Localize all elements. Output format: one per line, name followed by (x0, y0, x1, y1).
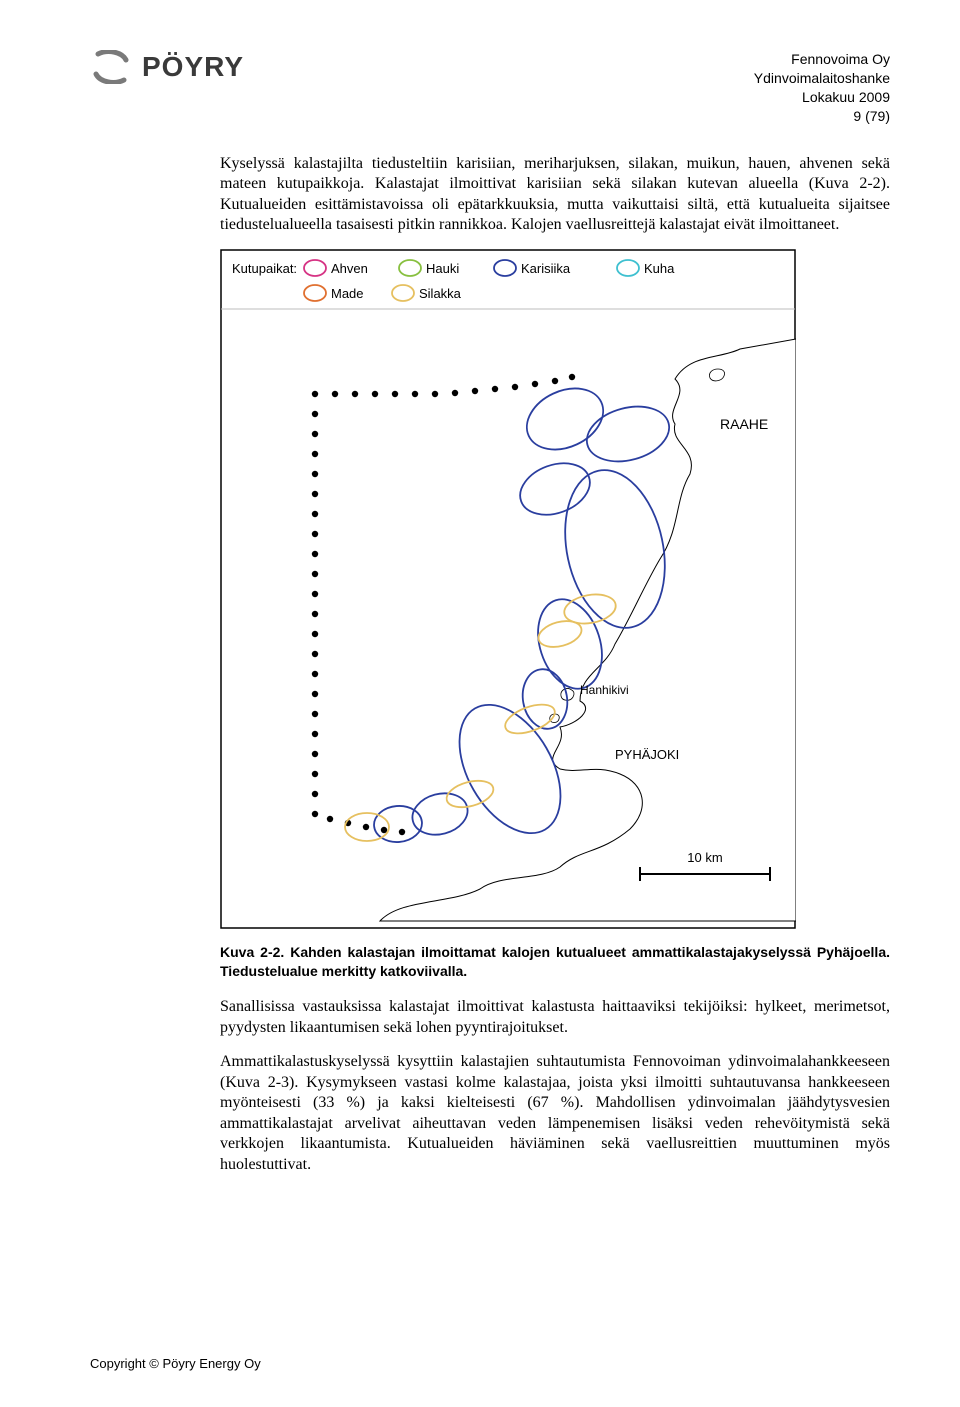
figure-2-2: Kutupaikat: Ahven Hauki Karisiika Kuha Made Si… (220, 249, 890, 929)
svg-text:Ahven: Ahven (331, 261, 368, 276)
main-content: Kyselyssä kalastajilta tiedusteltiin kar… (220, 154, 890, 1175)
svg-text:Karisiika: Karisiika (521, 261, 571, 276)
footer-copyright: Copyright © Pöyry Energy Oy (90, 1356, 261, 1371)
logo-text: PÖYRY (142, 51, 244, 83)
logo-icon (90, 50, 132, 84)
page-header: PÖYRY Fennovoima Oy Ydinvoimalaitoshanke… (90, 50, 890, 126)
svg-text:10 km: 10 km (687, 850, 722, 865)
paragraph-3: Ammattikalastuskyselyssä kysyttiin kalas… (220, 1052, 890, 1175)
logo: PÖYRY (90, 50, 244, 84)
meta-date: Lokakuu 2009 (754, 88, 890, 107)
svg-text:Made: Made (331, 286, 364, 301)
svg-text:Silakka: Silakka (419, 286, 462, 301)
svg-text:RAAHE: RAAHE (720, 416, 768, 432)
svg-text:Hauki: Hauki (426, 261, 459, 276)
svg-text:Kutupaikat:: Kutupaikat: (232, 261, 297, 276)
svg-text:PYHÄJOKI: PYHÄJOKI (615, 747, 679, 762)
map-svg: Kutupaikat: Ahven Hauki Karisiika Kuha Made Si… (220, 249, 796, 929)
figure-caption: Kuva 2-2. Kahden kalastajan ilmoittamat … (220, 943, 890, 981)
meta-project: Ydinvoimalaitoshanke (754, 69, 890, 88)
paragraph-2: Sanallisissa vastauksissa kalastajat ilm… (220, 997, 890, 1038)
header-meta: Fennovoima Oy Ydinvoimalaitoshanke Lokak… (754, 50, 890, 126)
meta-page: 9 (79) (754, 107, 890, 126)
svg-text:Hanhikivi: Hanhikivi (580, 683, 629, 697)
svg-text:Kuha: Kuha (644, 261, 675, 276)
paragraph-1: Kyselyssä kalastajilta tiedusteltiin kar… (220, 154, 890, 236)
meta-client: Fennovoima Oy (754, 50, 890, 69)
